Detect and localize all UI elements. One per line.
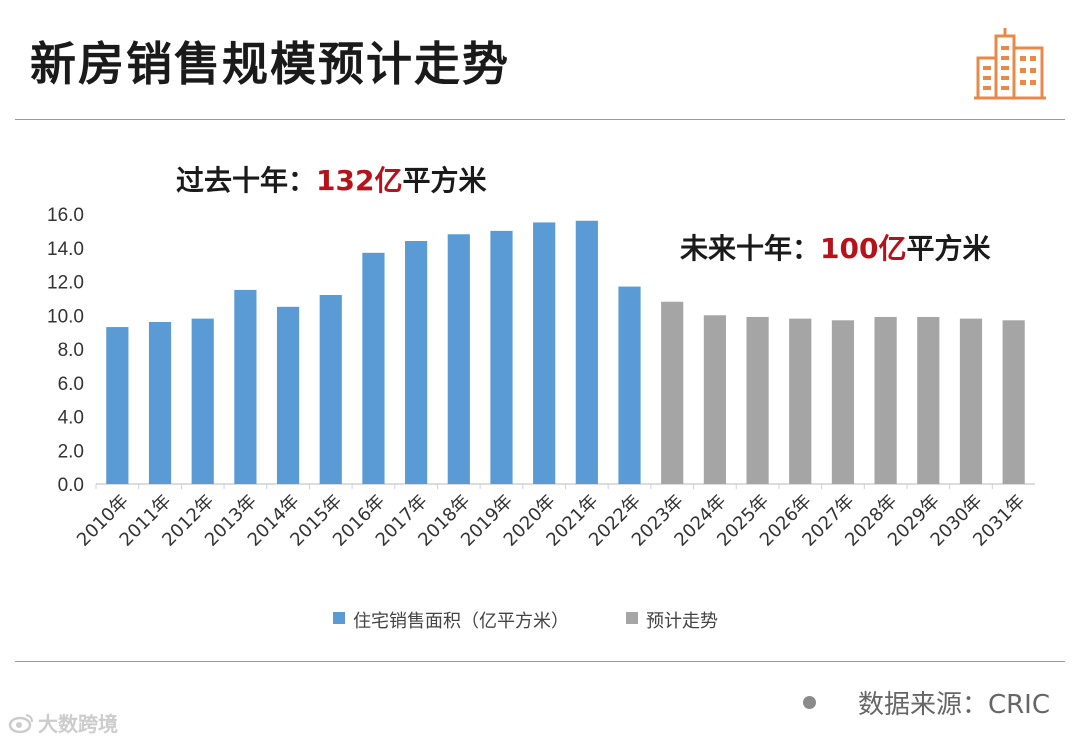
y-tick-label: 12.0 <box>47 273 84 294</box>
bar-actual <box>447 234 470 484</box>
y-tick-label: 6.0 <box>58 374 84 395</box>
source-text: 数据来源：CRIC <box>857 690 1050 720</box>
bar-forecast <box>1002 320 1025 484</box>
y-tick-label: 8.0 <box>58 340 84 361</box>
bottom-divider <box>15 661 1065 662</box>
x-axis: 2010年2011年2012年2013年2014年2015年2016年2017年… <box>73 484 1029 551</box>
bar-actual <box>191 318 214 484</box>
bar-forecast <box>874 316 897 484</box>
top-divider <box>15 119 1065 120</box>
legend-swatch-actual <box>333 612 345 624</box>
bar-actual <box>319 295 342 484</box>
bullet-icon <box>802 696 816 709</box>
watermark-text: 大数跨境 <box>38 712 118 736</box>
bar-forecast <box>831 320 855 484</box>
bar-forecast <box>661 301 684 484</box>
building-logo-icon <box>974 28 1046 100</box>
chart-title: 新房销售规模预计走势 <box>30 37 510 91</box>
weibo-eye-icon <box>8 713 33 733</box>
bar-forecast <box>703 315 726 484</box>
bar-actual <box>148 322 172 484</box>
bar-forecast <box>789 318 812 484</box>
y-tick-label: 16.0 <box>47 205 84 226</box>
y-tick-label: 2.0 <box>58 441 84 462</box>
bar-chart: 过去十年：132亿平方米 未来十年：100亿平方米 0.0 2.0 4.0 6.0 8.… <box>47 164 1035 632</box>
bar-forecast <box>959 318 983 484</box>
bar-actual <box>362 252 385 484</box>
bar-actual <box>405 241 428 484</box>
y-tick-label: 4.0 <box>58 408 84 429</box>
source-line: 数据来源：CRIC <box>802 684 1050 721</box>
bar-actual <box>106 327 129 484</box>
bars <box>106 220 1025 484</box>
bar-actual <box>234 289 257 484</box>
bar-forecast <box>746 316 769 484</box>
bar-actual <box>618 286 641 484</box>
legend: 住宅销售面积（亿平方米） 预计走势 <box>333 611 718 632</box>
y-axis: 0.0 2.0 4.0 6.0 8.0 10.0 12.0 14.0 16.0 <box>47 205 84 496</box>
bar-actual <box>533 222 556 484</box>
legend-label-forecast: 预计走势 <box>646 611 718 632</box>
bar-forecast <box>917 316 940 484</box>
annotation-past: 过去十年：132亿平方米 <box>176 164 486 197</box>
y-tick-label: 0.0 <box>58 475 84 496</box>
watermark: 大数跨境 <box>8 708 118 737</box>
annotation-future: 未来十年：100亿平方米 <box>680 232 990 265</box>
bar-actual <box>575 220 598 484</box>
bar-actual <box>490 230 513 484</box>
legend-label-actual: 住宅销售面积（亿平方米） <box>353 611 569 632</box>
y-tick-label: 14.0 <box>47 239 84 260</box>
y-tick-label: 10.0 <box>47 306 84 327</box>
bar-actual <box>276 306 300 484</box>
legend-swatch-forecast <box>626 612 638 624</box>
